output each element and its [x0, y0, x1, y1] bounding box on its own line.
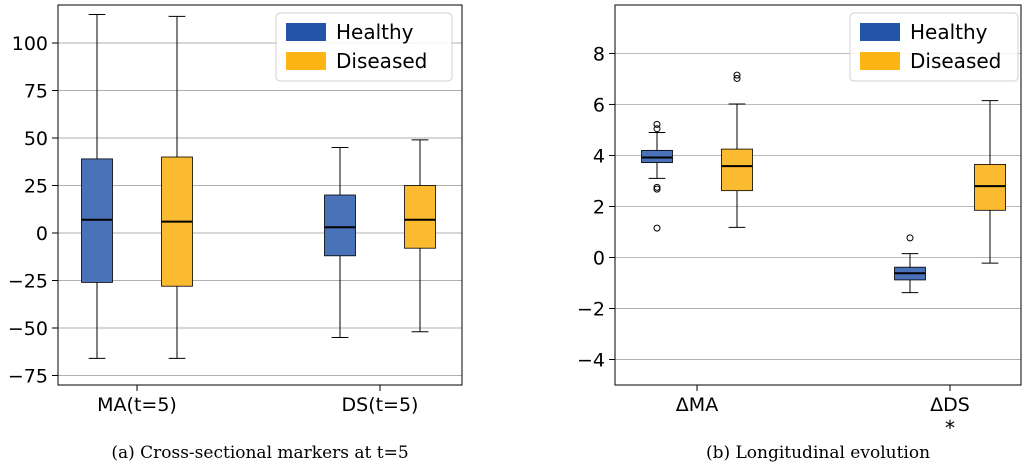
x-tick-label: MA(t=5) [97, 394, 177, 416]
outlier-point [653, 185, 661, 193]
y-tick-label: 8 [593, 43, 605, 65]
legend-label: Healthy [336, 20, 414, 44]
y-tick-label: 4 [593, 145, 605, 167]
x-tick-label: ΔDS [930, 394, 970, 416]
legend-label: Diseased [910, 49, 1001, 73]
y-tick-label: −75 [8, 366, 48, 388]
y-tick-label: 50 [24, 128, 48, 150]
outlier-point [733, 71, 741, 79]
box-healthy-1 [641, 149, 673, 164]
y-tick-label: 0 [593, 247, 605, 269]
y-tick-label: −4 [577, 349, 605, 371]
outlier-point [653, 125, 661, 133]
legend-swatch [286, 52, 326, 70]
outlier-point [653, 120, 661, 128]
figure-caption: (a) Cross-sectional markers at t=5 [111, 443, 408, 463]
y-tick-label: 6 [593, 94, 605, 116]
outlier-point [906, 234, 914, 242]
legend-swatch [286, 23, 326, 41]
legend-swatch [860, 52, 900, 70]
legend-swatch [860, 23, 900, 41]
x-tick-label: DS(t=5) [342, 394, 419, 416]
box-diseased-2 [404, 185, 436, 249]
y-tick-label: 25 [24, 176, 48, 198]
box-healthy-2 [324, 194, 356, 257]
y-tick-label: 75 [24, 81, 48, 103]
outlier-point [733, 74, 741, 82]
x-tick-label: ΔMA [676, 394, 718, 416]
panel-a-cross-sectional: −75 −50 −25 0 25 50 75 100 MA(t=5) DS(t=5) Healthy… [8, 4, 463, 463]
legend-label: Diseased [336, 49, 427, 73]
legend-label: Healthy [910, 20, 988, 44]
y-tick-label: −50 [8, 318, 48, 340]
y-tick-label: 2 [593, 196, 605, 218]
y-tick-label: −2 [577, 298, 605, 320]
box-diseased-1 [721, 148, 753, 192]
box-diseased-2 [974, 163, 1006, 211]
axes-frame [57, 4, 463, 386]
significance-marker: * [945, 416, 955, 440]
y-tick-label: 0 [36, 223, 48, 245]
y-tick-label: −25 [8, 271, 48, 293]
outlier-point [653, 224, 661, 232]
figure-caption: (b) Longitudinal evolution [706, 443, 930, 463]
y-tick-label: 100 [12, 33, 48, 55]
panel-b-longitudinal: −4 −2 0 2 4 6 8 ΔMA ΔDS* Healthy Diseased (b) Longi… [577, 4, 1022, 463]
axes-frame [614, 4, 1022, 386]
